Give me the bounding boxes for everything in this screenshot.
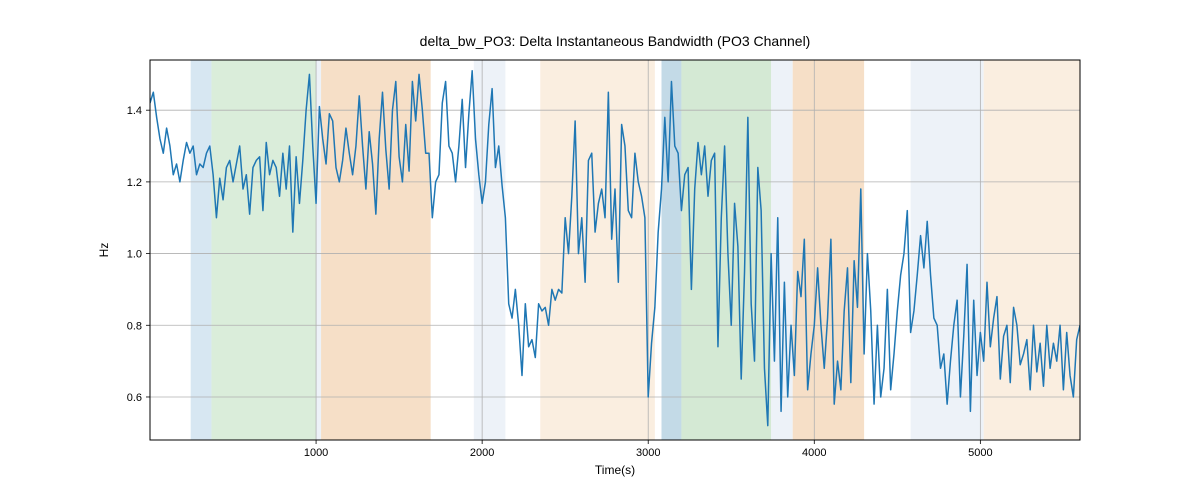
chart-container: 1000 2000 3000 4000 5000 0.6 0.8 1.0 1.2 1.4 Time(… (0, 0, 1200, 500)
background-spans (191, 60, 1080, 440)
ytick-label: 0.6 (127, 392, 142, 404)
xtick-label: 3000 (636, 447, 660, 459)
xtick-label: 5000 (968, 447, 992, 459)
ytick-label: 0.8 (127, 320, 142, 332)
ytick-label: 1.2 (127, 177, 142, 189)
xtick-label: 2000 (470, 447, 494, 459)
ylabel: Hz (97, 243, 111, 258)
xlabel: Time(s) (595, 463, 635, 477)
ytick-label: 1.4 (127, 105, 142, 117)
xtick-label: 4000 (802, 447, 826, 459)
ytick-label: 1.0 (127, 249, 142, 261)
xtick-label: 1000 (304, 447, 328, 459)
chart-svg: 1000 2000 3000 4000 5000 0.6 0.8 1.0 1.2 1.4 Time(… (0, 0, 1200, 500)
chart-title: delta_bw_PO3: Delta Instantaneous Bandwi… (420, 33, 811, 49)
